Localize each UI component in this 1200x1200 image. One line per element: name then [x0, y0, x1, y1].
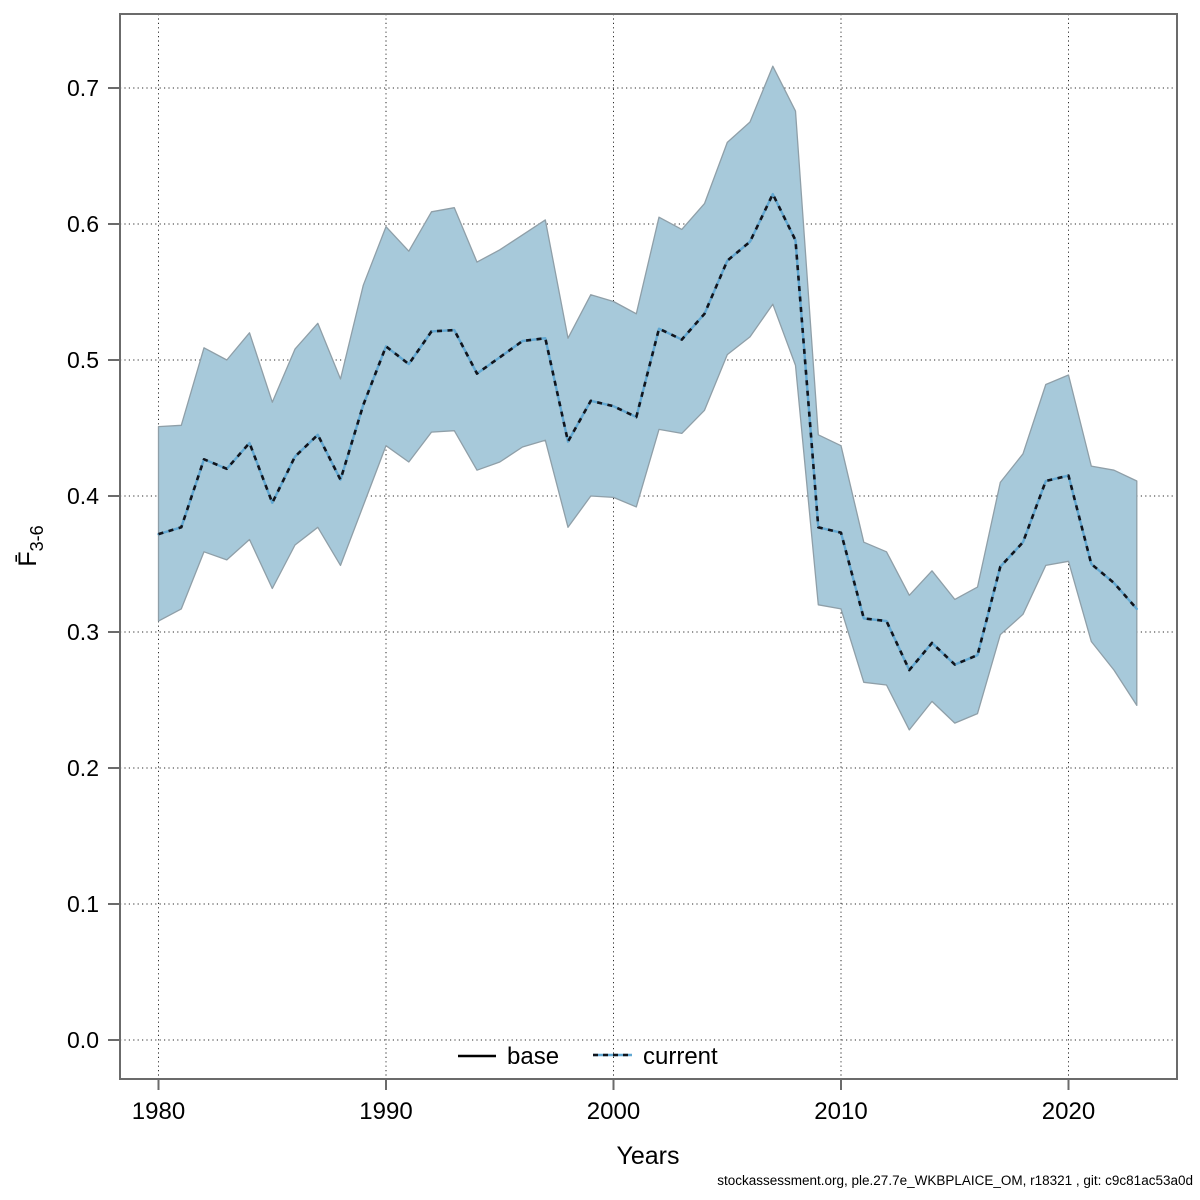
y-tick-label: 0.0 — [67, 1027, 99, 1053]
y-axis-title-main: F̄ — [14, 551, 42, 566]
axis-ticks — [108, 87, 1070, 1090]
x-tick-label: 1990 — [359, 1098, 412, 1125]
y-tick-label: 0.2 — [67, 755, 99, 781]
y-axis-title-subscript: 3-6 — [27, 525, 47, 551]
y-tick-label: 0.5 — [67, 347, 99, 373]
y-tick-label: 0.1 — [67, 891, 99, 917]
y-tick-label: 0.6 — [67, 211, 99, 237]
x-tick-label: 1980 — [132, 1098, 185, 1125]
x-tick-label: 2000 — [587, 1098, 640, 1125]
x-tick-label: 2010 — [814, 1098, 867, 1125]
y-tick-label: 0.3 — [67, 619, 99, 645]
plot-border — [119, 13, 1178, 1080]
current-line-dashes — [158, 192, 1138, 672]
y-tick-label: 0.4 — [67, 483, 99, 509]
x-tick-label: 2020 — [1042, 1098, 1095, 1125]
confidence-band — [157, 65, 1138, 731]
footer-citation: stockassessment.org, ple.27.7e_WKBPLAICE… — [717, 1173, 1193, 1188]
x-tick-labels: 1980 1990 2000 2010 2020 — [132, 1098, 1095, 1125]
series-lines — [157, 192, 1138, 672]
y-tick-labels: 0.0 0.1 0.2 0.3 0.4 0.5 0.6 0.7 — [67, 75, 99, 1053]
x-axis-title: Years — [616, 1142, 679, 1170]
legend-current-label: current — [643, 1043, 718, 1070]
legend: base current — [458, 1043, 718, 1070]
y-axis-title: F̄3-6 — [14, 525, 47, 566]
confidence-band-area — [157, 65, 1138, 731]
y-tick-label: 0.7 — [67, 75, 99, 101]
legend-base-label: base — [507, 1043, 559, 1070]
